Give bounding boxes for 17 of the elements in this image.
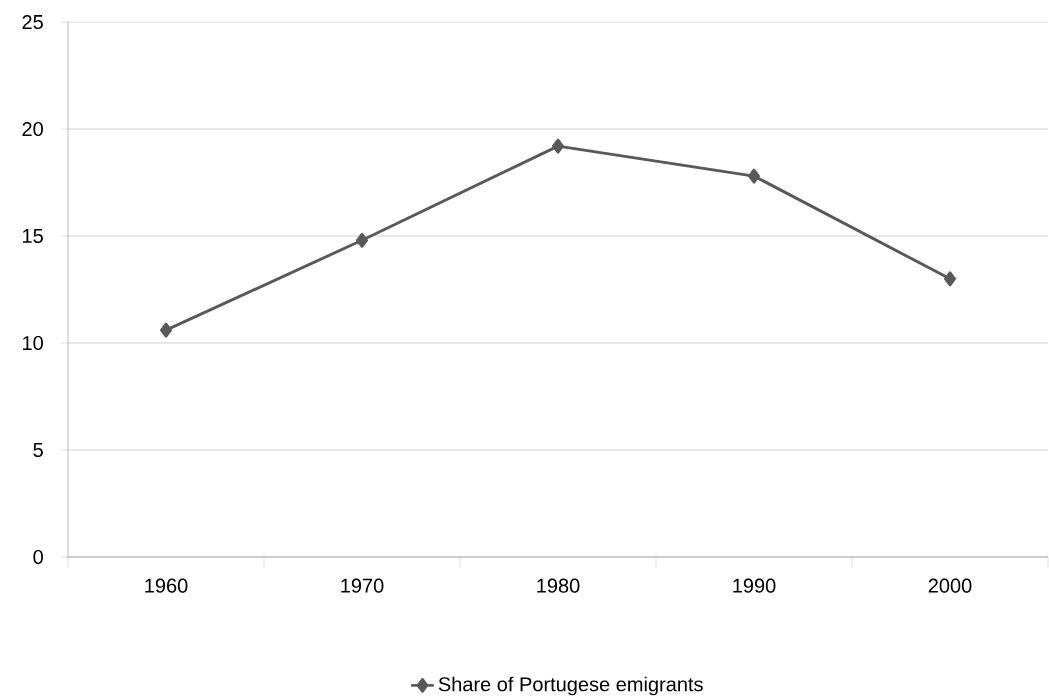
y-tick-label: 5 bbox=[33, 443, 43, 457]
y-tick-label: 25 bbox=[22, 14, 43, 30]
y-tick-label: 10 bbox=[23, 335, 43, 351]
point bbox=[944, 271, 956, 287]
x-tick-label: 2000 bbox=[928, 578, 972, 593]
point bbox=[160, 322, 172, 338]
x-tick-label: 1980 bbox=[537, 578, 580, 593]
point bbox=[552, 138, 564, 154]
x-tick-label: 1990 bbox=[733, 578, 776, 593]
x-tick-label: 1970 bbox=[341, 578, 384, 593]
point bbox=[748, 168, 760, 184]
y-tick-label: 15 bbox=[23, 229, 43, 243]
y-tick-label: 0 bbox=[33, 549, 43, 565]
point bbox=[356, 232, 368, 248]
y-tick-label: 20 bbox=[22, 121, 43, 137]
legend-label: Share of Portugese emigrants bbox=[438, 676, 703, 696]
x-tick-label: 1960 bbox=[145, 578, 188, 593]
